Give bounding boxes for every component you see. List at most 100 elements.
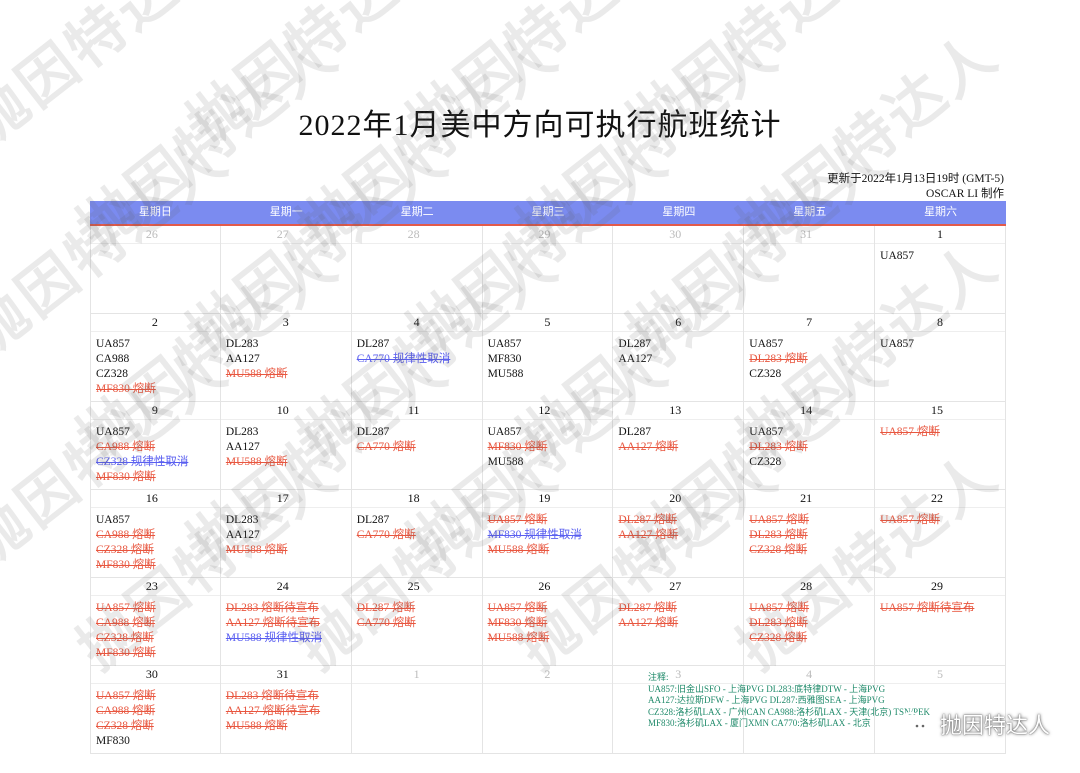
day-cell: 28 UA857 熔断 DL283 熔断 CZ328 熔断 xyxy=(744,578,876,666)
day-number: 2 xyxy=(91,314,220,332)
day-cell: 19 UA857 熔断 MF830 规律性取消 MU588 熔断 xyxy=(482,490,614,578)
day-number: 5 xyxy=(482,314,613,332)
flight-list: UA857 熔断 CA988 熔断 CZ328 熔断 MF830 xyxy=(91,684,220,749)
day-number: 27 xyxy=(220,226,351,244)
day-cell: 9 UA857 CA988 熔断 CZ328 规律性取消 MF830 熔断 xyxy=(90,402,221,490)
day-number: 28 xyxy=(351,226,482,244)
day-cell: 20 DL287 熔断 AA127 熔断 xyxy=(613,490,745,578)
day-cell: 27 DL287 熔断 AA127 熔断 xyxy=(613,578,745,666)
day-cell: 14 UA857 DL283 熔断 CZ328 xyxy=(744,402,876,490)
day-number: 5 xyxy=(875,666,1005,684)
flight-entry: UA857 xyxy=(96,338,130,350)
calendar-body: 26 27 28 29 30 31 1 UA857 2 UA857 CA988 CZ328 MF830 … xyxy=(90,226,1006,754)
day-number: 16 xyxy=(91,490,220,508)
flight-list: UA857 熔断 DL283 熔断 CZ328 熔断 xyxy=(744,596,874,646)
day-number: 9 xyxy=(91,402,220,420)
flight-entry: DL287 xyxy=(356,514,390,526)
flight-entry: CZ328 xyxy=(749,368,782,380)
week-row: 16 UA857 CA988 熔断 CZ328 熔断 MF830 熔断 17 DL283 AA… xyxy=(90,490,1006,578)
day-cell: 18 DL287 CA770 熔断 xyxy=(351,490,483,578)
day-cell: 23 UA857 熔断 CA988 熔断 CZ328 熔断 MF830 熔断 xyxy=(90,578,221,666)
flight-entry: AA127 xyxy=(618,353,653,365)
weekday-tue: 星期二 xyxy=(400,206,434,218)
day-number: 3 xyxy=(613,666,744,684)
flight-entry: UA857 xyxy=(96,514,130,526)
calendar: 星期日 星期一 星期二 星期三 星期四 星期五 星期六 26 27 28 29 30 31… xyxy=(90,201,1006,754)
flight-entry: MU588 熔断 xyxy=(225,368,288,380)
day-cell: 4 DL287 CA770 规律性取消 xyxy=(351,314,483,402)
flight-entry: MF830 熔断 xyxy=(96,559,156,571)
flight-list: DL287 CA770 熔断 xyxy=(352,420,482,455)
page-title: 2022年1月美中方向可执行航班统计 xyxy=(298,109,782,142)
day-cell: 2 xyxy=(482,666,614,754)
day-number: 17 xyxy=(220,490,351,508)
flight-list: DL283 AA127 MU588 熔断 xyxy=(221,420,351,470)
notes: 注释: UA857:旧金山SFO - 上海PVG DL283:底特律DTW - … xyxy=(648,672,930,730)
flight-entry: CA988 熔断 xyxy=(96,617,156,629)
flight-list xyxy=(483,684,613,689)
flight-entry: AA127 熔断待宣布 xyxy=(225,705,321,717)
day-cell: 2 UA857 CA988 CZ328 MF830 熔断 xyxy=(90,314,221,402)
flight-entry: DL283 xyxy=(225,426,259,438)
flight-entry: DL287 熔断 xyxy=(618,602,677,614)
flight-list: DL283 熔断待宣布 AA127 熔断待宣布 MU588 规律性取消 xyxy=(221,596,351,646)
day-number: 11 xyxy=(351,402,482,420)
weekday-wed: 星期三 xyxy=(531,206,565,218)
flight-list xyxy=(221,244,351,249)
day-cell: 29 UA857 熔断待宣布 xyxy=(875,578,1006,666)
flight-list: UA857 熔断 MF830 熔断 MU588 熔断 xyxy=(483,596,613,646)
flight-list: UA857 熔断 DL283 熔断 CZ328 熔断 xyxy=(744,508,874,558)
flight-entry: CZ328 熔断 xyxy=(749,544,808,556)
flight-entry: MF830 xyxy=(487,353,522,365)
day-cell: 21 UA857 熔断 DL283 熔断 CZ328 熔断 xyxy=(744,490,876,578)
flight-list xyxy=(613,244,743,249)
flight-entry: MF830 熔断 xyxy=(487,617,548,629)
flight-entry: MU588 xyxy=(487,368,524,380)
day-number: 13 xyxy=(613,402,744,420)
flight-entry: UA857 熔断 xyxy=(96,690,156,702)
flight-entry: AA127 熔断 xyxy=(618,529,679,541)
flight-entry: UA857 xyxy=(880,250,915,262)
day-cell: 16 UA857 CA988 熔断 CZ328 熔断 MF830 熔断 xyxy=(90,490,221,578)
flight-list: DL287 AA127 xyxy=(613,332,743,367)
day-number: 7 xyxy=(744,314,875,332)
author: OSCAR LI 制作 xyxy=(926,188,1004,200)
day-number: 28 xyxy=(744,578,875,596)
day-cell: 1 UA857 xyxy=(875,226,1006,314)
day-number: 24 xyxy=(220,578,351,596)
day-number: 3 xyxy=(220,314,351,332)
flight-entry: CZ328 熔断 xyxy=(96,544,154,556)
flight-entry: CA988 熔断 xyxy=(96,441,156,453)
day-cell: 30 UA857 熔断 CA988 熔断 CZ328 熔断 MF830 xyxy=(90,666,221,754)
day-number: 30 xyxy=(91,666,220,684)
flight-entry: CA988 xyxy=(96,353,130,365)
flight-entry: UA857 xyxy=(749,426,784,438)
flight-entry: CZ328 xyxy=(749,456,782,468)
flight-entry: MU588 熔断 xyxy=(225,544,288,556)
flight-entry: UA857 xyxy=(487,338,522,350)
flight-list: UA857 DL283 熔断 CZ328 xyxy=(744,332,874,382)
flight-entry: MU588 规律性取消 xyxy=(225,632,322,644)
flight-list: UA857 熔断 xyxy=(875,420,1005,440)
weekday-sun: 星期日 xyxy=(138,206,172,218)
flight-entry: DL287 xyxy=(618,426,652,438)
day-number: 26 xyxy=(91,226,220,244)
day-number: 1 xyxy=(351,666,482,684)
day-cell: 28 xyxy=(351,226,483,314)
day-cell: 29 xyxy=(482,226,614,314)
day-number: 26 xyxy=(482,578,613,596)
day-number: 10 xyxy=(220,402,351,420)
week-row: 2 UA857 CA988 CZ328 MF830 熔断 3 DL283 AA127 MU588… xyxy=(90,314,1006,402)
day-cell: 30 xyxy=(613,226,745,314)
day-number: 2 xyxy=(482,666,613,684)
week-row: 26 27 28 29 30 31 1 UA857 xyxy=(90,226,1006,314)
flight-entry: UA857 xyxy=(880,338,915,350)
note-line: MF830:洛杉矶LAX - 厦门XMN CA770:洛杉矶LAX - 北京 xyxy=(648,718,871,728)
update-info: 更新于2022年1月13日19时 (GMT-5) OSCAR LI 制作 xyxy=(827,172,1004,202)
flight-list: UA857 CA988 CZ328 MF830 熔断 xyxy=(91,332,220,397)
week-row: 30 UA857 熔断 CA988 熔断 CZ328 熔断 MF830 31 DL283 熔… xyxy=(90,666,1006,754)
day-cell: 5 xyxy=(875,666,1006,754)
flight-list xyxy=(352,244,482,249)
day-number: 8 xyxy=(875,314,1005,332)
day-number: 6 xyxy=(613,314,744,332)
